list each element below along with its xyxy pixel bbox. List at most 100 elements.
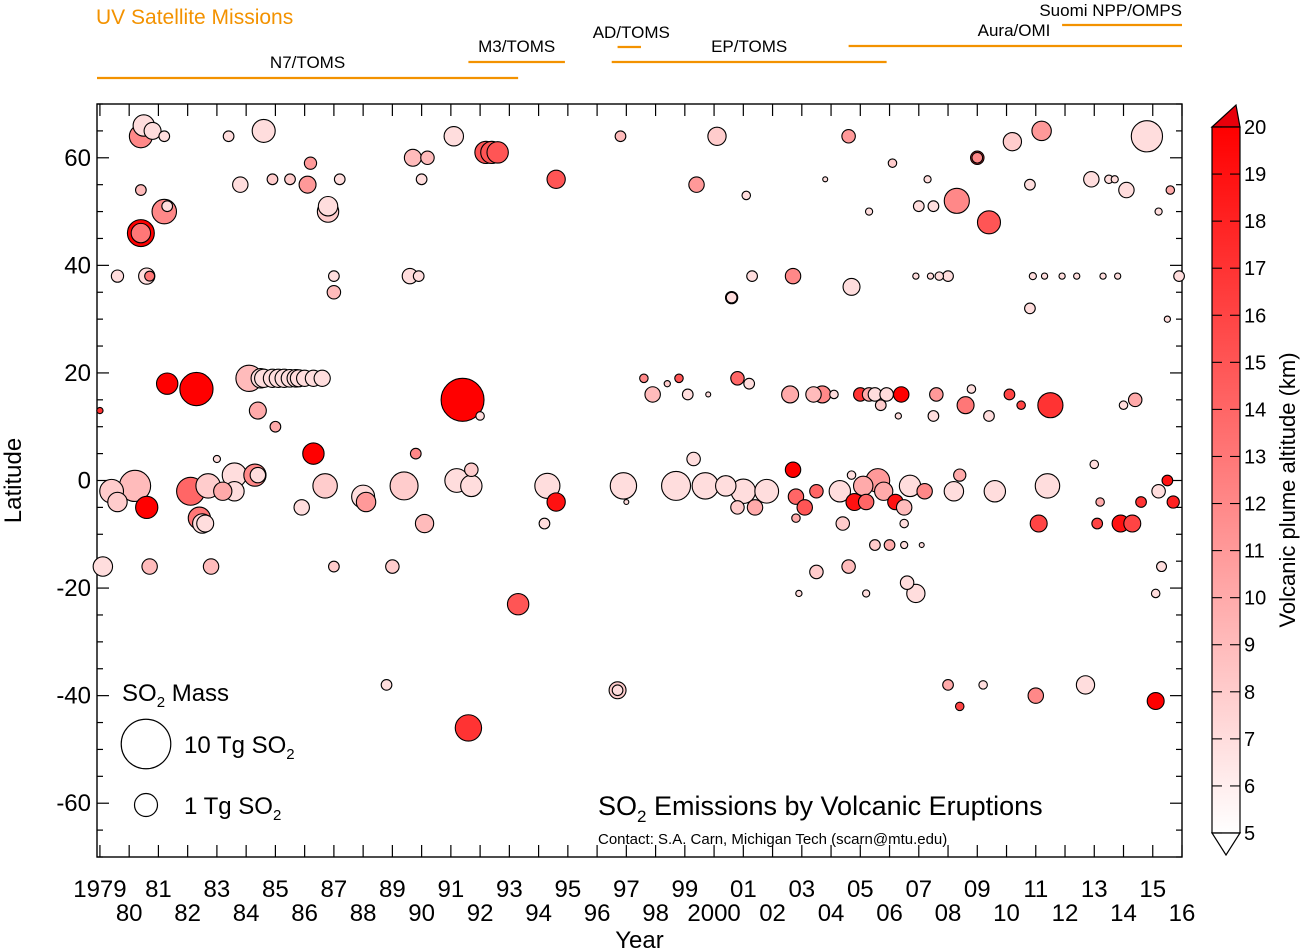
volcano-point (313, 369, 331, 387)
size-legend: SO2 Mass 10 Tg SO2 1 Tg SO2 (120, 680, 295, 824)
volcano-point (609, 472, 638, 500)
volcano-point (795, 589, 803, 598)
volcano-point (943, 481, 965, 502)
volcano-point (929, 387, 944, 402)
volcano-point (1083, 171, 1100, 188)
volcano-point (784, 461, 802, 478)
volcano-point (1040, 272, 1049, 280)
volcano-point (829, 389, 839, 400)
volcano-point (1146, 691, 1165, 711)
volcano-point (475, 411, 485, 421)
volcano-point (110, 269, 125, 283)
x-tick-label: 87 (321, 876, 348, 903)
volcano-point (927, 200, 940, 213)
volcano-point (743, 377, 756, 390)
colorbar: 5 6 7 8 9 10 11 12 13 14 15 16 17 18 19 20 Volcanic plu… (1210, 103, 1300, 857)
x-tick-label: 85 (262, 876, 289, 903)
volcano-point (1118, 400, 1129, 410)
volcano-point (869, 539, 881, 551)
volcano-point (232, 176, 249, 193)
x-tick-label: 97 (613, 876, 640, 903)
volcano-point (107, 491, 128, 513)
volcano-point (293, 499, 310, 516)
volcano-point (460, 474, 483, 498)
volcano-point (926, 272, 935, 280)
volcano-point (1127, 392, 1143, 408)
colorbar-tick-label: 13 (1244, 446, 1266, 468)
x-tick-label: 88 (350, 900, 377, 927)
volcano-point (213, 481, 233, 501)
colorbar-tick-label: 11 (1244, 541, 1265, 563)
volcano-point (317, 195, 339, 217)
volcano-point (130, 222, 152, 244)
volcano-point (1075, 675, 1096, 695)
volcano-point (1123, 514, 1142, 533)
size-legend-label: 1 Tg SO2 (184, 793, 281, 824)
volcano-point (912, 200, 925, 213)
volcano-point (681, 388, 694, 401)
y-tick-label: -40 (56, 683, 91, 710)
colorbar-tick-label: 18 (1244, 211, 1266, 233)
volcano-point (506, 592, 530, 616)
volcano-point (983, 480, 1007, 503)
x-tick-label: 95 (554, 876, 581, 903)
volcano-point (1165, 185, 1176, 195)
x-tick-label: 99 (671, 876, 698, 903)
volcano-point (202, 558, 220, 575)
volcano-point (161, 200, 174, 213)
volcano-point (887, 158, 898, 168)
volcano-point (538, 517, 551, 530)
volcano-point (454, 714, 483, 742)
volcano-point (809, 564, 824, 580)
volcano-point (96, 406, 104, 415)
volcano-point (196, 514, 215, 533)
volcano-point (414, 513, 435, 534)
y-axis: -60 -40 -20 0 20 40 60 (56, 103, 1182, 858)
volcano-point (715, 475, 737, 497)
x-tick-label: 2000 (687, 900, 740, 927)
volcano-point (420, 150, 435, 166)
colorbar-tick-label: 7 (1244, 729, 1255, 751)
volcano-point (730, 371, 745, 386)
colorbar-max-arrow (1210, 103, 1241, 128)
volcano-point (623, 498, 630, 506)
volcano-point (1027, 687, 1045, 704)
volcano-point (942, 678, 954, 691)
volcano-point (303, 156, 318, 170)
volcano-point (1166, 495, 1180, 509)
volcano-point (1028, 271, 1037, 281)
volcano-point (835, 516, 851, 531)
mission-label: M3/TOMS (478, 37, 555, 56)
volcano-point (333, 173, 346, 186)
volcano-point (179, 371, 214, 407)
volcano-point (916, 483, 933, 500)
x-tick-label: 98 (642, 900, 669, 927)
volcano-point (852, 475, 874, 497)
volcano-point (1024, 178, 1036, 191)
x-tick-label: 1979 (73, 876, 126, 903)
volcano-point (796, 499, 813, 516)
x-tick-label: 82 (174, 900, 201, 927)
x-tick-label: 93 (496, 876, 523, 903)
colorbar-tick-label: 14 (1244, 399, 1266, 421)
colorbar-tick-label: 15 (1244, 352, 1266, 374)
x-tick-label: 06 (876, 900, 903, 927)
volcano-point (784, 267, 802, 285)
mission-bars: N7/TOMS M3/TOMS AD/TOMS EP/TOMS Aura/OMISuom… (97, 1, 1182, 80)
colorbar-label: Volcanic plume altitude (km) (1275, 352, 1300, 627)
volcano-point (1150, 588, 1161, 599)
volcano-point (691, 472, 720, 500)
contact-text: Contact: S.A. Carn, Michigan Tech (scarn… (598, 831, 947, 848)
volcano-point (741, 190, 752, 201)
size-legend-circle (120, 718, 172, 770)
volcano-point (222, 130, 235, 143)
x-tick-label: 07 (905, 876, 932, 903)
volcano-point (822, 176, 829, 183)
colorbar-tick-label: 12 (1244, 494, 1266, 516)
y-tick-label: -60 (56, 790, 91, 817)
x-tick-label: 05 (847, 876, 874, 903)
colorbar-tick-label: 16 (1244, 305, 1266, 327)
x-axis: 1979 81 83 85 87 89 91 93 95 97 99 01 03 05 07 09 11 13 15… (73, 104, 1195, 927)
volcano-point (269, 420, 282, 433)
